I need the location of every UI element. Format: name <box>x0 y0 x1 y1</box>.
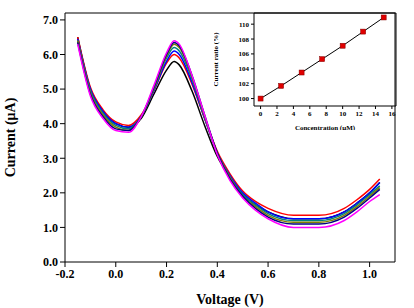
svg-text:0.8: 0.8 <box>311 267 326 281</box>
svg-text:100: 100 <box>239 95 250 103</box>
svg-text:14: 14 <box>372 110 380 118</box>
svg-text:Voltage (V): Voltage (V) <box>196 292 264 308</box>
svg-text:4.0: 4.0 <box>43 117 58 131</box>
svg-text:0.0: 0.0 <box>43 255 58 269</box>
svg-text:3.0: 3.0 <box>43 152 58 166</box>
svg-text:0.6: 0.6 <box>261 267 276 281</box>
svg-text:5.0: 5.0 <box>43 82 58 96</box>
svg-text:0.4: 0.4 <box>210 267 225 281</box>
svg-text:2.0: 2.0 <box>43 186 58 200</box>
svg-text:7.0: 7.0 <box>43 13 58 27</box>
svg-text:108: 108 <box>239 36 250 44</box>
svg-text:Current (μA): Current (μA) <box>8 97 19 177</box>
svg-text:6.0: 6.0 <box>43 48 58 62</box>
svg-text:0.2: 0.2 <box>159 267 174 281</box>
svg-text:1.0: 1.0 <box>362 267 377 281</box>
svg-text:4: 4 <box>292 110 296 118</box>
svg-text:16: 16 <box>388 110 396 118</box>
svg-text:12: 12 <box>356 110 364 118</box>
svg-text:106: 106 <box>239 50 250 58</box>
svg-text:110: 110 <box>239 21 250 29</box>
svg-text:Current ratio (%): Current ratio (%) <box>214 32 220 87</box>
svg-text:104: 104 <box>239 65 250 73</box>
svg-text:0.0: 0.0 <box>108 267 123 281</box>
svg-text:2: 2 <box>275 110 279 118</box>
svg-text:8: 8 <box>324 110 328 118</box>
svg-text:10: 10 <box>339 110 347 118</box>
svg-text:0: 0 <box>259 110 263 118</box>
svg-text:102: 102 <box>239 80 250 88</box>
svg-text:6: 6 <box>308 110 312 118</box>
svg-text:Concentration (μM): Concentration (μM) <box>295 124 356 130</box>
svg-text:-0.2: -0.2 <box>56 267 75 281</box>
svg-text:1.0: 1.0 <box>43 221 58 235</box>
